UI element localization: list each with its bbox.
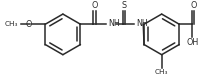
Text: O: O (190, 1, 197, 10)
Text: NH: NH (136, 19, 148, 28)
Text: NH: NH (108, 19, 120, 28)
Text: O: O (91, 1, 98, 10)
Text: CH₃: CH₃ (155, 69, 168, 75)
Text: S: S (121, 1, 127, 10)
Text: CH₃: CH₃ (5, 21, 19, 27)
Text: OH: OH (186, 38, 199, 47)
Text: O: O (25, 20, 32, 29)
